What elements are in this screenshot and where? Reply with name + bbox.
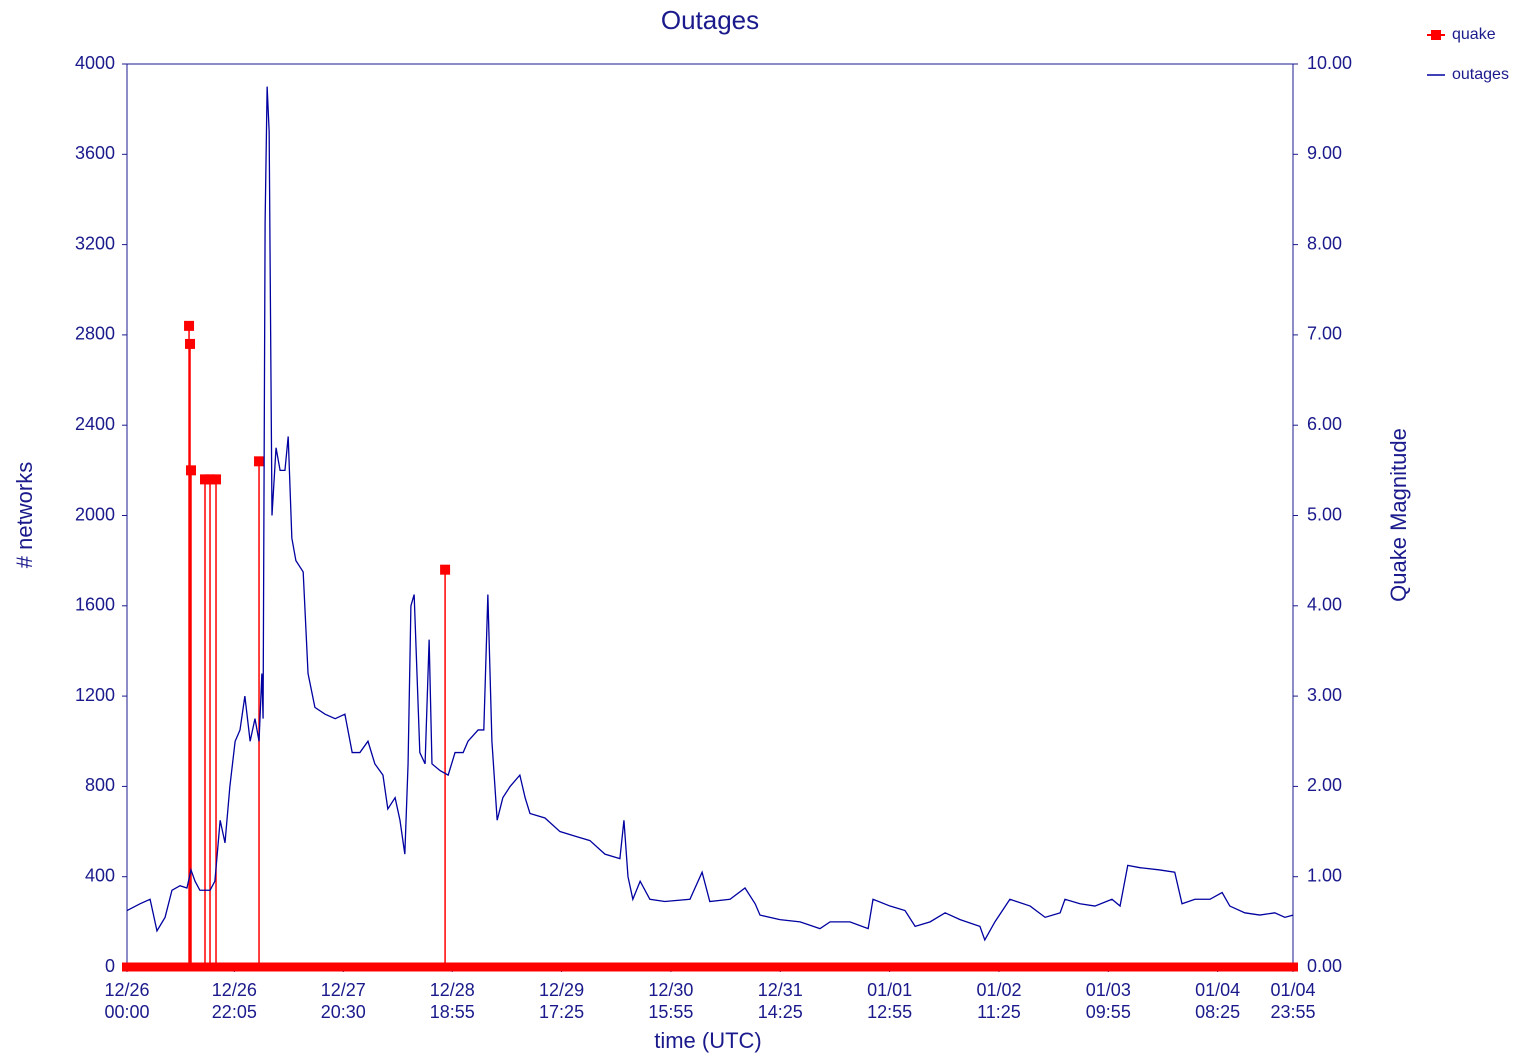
y2-tick-label: 5.00: [1307, 504, 1342, 524]
x-tick-label: 12/27 20:30: [321, 980, 366, 1022]
y-tick-label: 400: [85, 865, 115, 885]
plot-frame: [126, 63, 1294, 968]
x-tick-label: 01/03 09:55: [1086, 980, 1131, 1022]
quake-marker: [200, 474, 211, 485]
x-tick-label: 01/01 12:55: [867, 980, 912, 1022]
y-tick-label: 3200: [75, 233, 115, 253]
y-tick-label: 0: [105, 956, 115, 976]
y-tick-label: 800: [85, 775, 115, 795]
y-axis-label: # networks: [12, 462, 37, 568]
quake-marker: [440, 564, 451, 575]
y2-tick-label: 9.00: [1307, 143, 1342, 163]
y-tick-label: 1600: [75, 595, 115, 615]
y2-tick-label: 0.00: [1307, 956, 1342, 976]
legend-label: outages: [1452, 66, 1509, 83]
x-tick-label: 12/29 17:25: [539, 980, 584, 1022]
quake-marker: [185, 338, 196, 349]
x-axis-label: time (UTC): [654, 1028, 762, 1053]
quake-marker: [185, 465, 196, 476]
y2-tick-label: 4.00: [1307, 595, 1342, 615]
y-tick-label: 3600: [75, 143, 115, 163]
y2-tick-label: 7.00: [1307, 324, 1342, 344]
y-tick-label: 2800: [75, 324, 115, 344]
quake-marker: [211, 474, 222, 485]
outages-line: [126, 86, 1294, 942]
quake-marker: [205, 474, 216, 485]
y2-tick-label: 3.00: [1307, 685, 1342, 705]
quake-marker: [184, 320, 195, 331]
y2-tick-label: 10.00: [1307, 53, 1352, 73]
y2-axis-label: Quake Magnitude: [1386, 428, 1411, 602]
chart-title: Outages: [661, 5, 759, 35]
x-tick-label: 01/04 08:25: [1195, 980, 1240, 1022]
x-tick-label: 01/04 23:55: [1270, 980, 1315, 1022]
y-tick-label: 4000: [75, 53, 115, 73]
y2-tick-label: 8.00: [1307, 233, 1342, 253]
legend-marker: [1431, 30, 1441, 40]
y-tick-label: 1200: [75, 685, 115, 705]
y2-tick-label: 2.00: [1307, 775, 1342, 795]
x-tick-label: 12/26 22:05: [212, 980, 257, 1022]
x-tick-label: 12/28 18:55: [430, 980, 475, 1022]
x-tick-label: 12/31 14:25: [758, 980, 803, 1022]
quake-marker: [254, 456, 265, 467]
y-tick-label: 2000: [75, 504, 115, 524]
y2-tick-label: 1.00: [1307, 865, 1342, 885]
x-tick-label: 12/30 15:55: [648, 980, 693, 1022]
x-tick-label: 12/26 00:00: [104, 980, 149, 1022]
legend-label: quake: [1452, 26, 1496, 43]
y-tick-label: 2400: [75, 414, 115, 434]
x-tick-label: 01/02 11:25: [976, 980, 1021, 1022]
y2-tick-label: 6.00: [1307, 414, 1342, 434]
